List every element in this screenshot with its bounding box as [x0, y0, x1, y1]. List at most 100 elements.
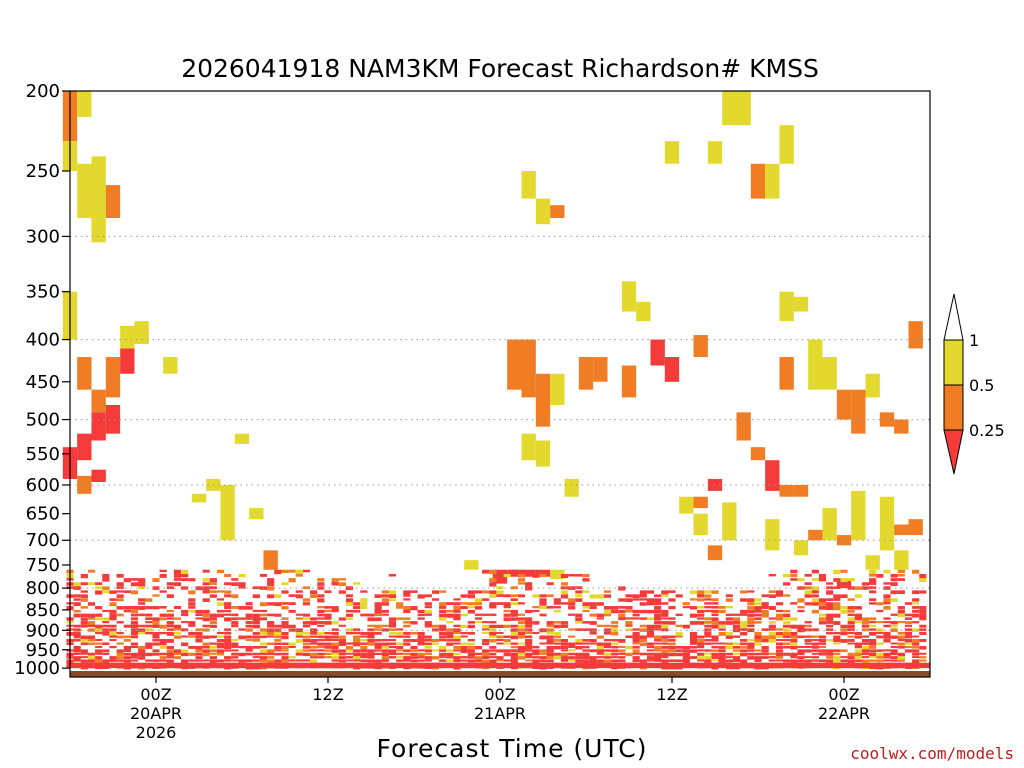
heatmap-cell — [711, 624, 719, 629]
heatmap-cell — [826, 582, 834, 585]
heatmap-cell — [195, 639, 203, 643]
heatmap-cell — [589, 602, 597, 606]
heatmap-cell — [704, 594, 712, 598]
y-tick-label-700: 700 — [26, 530, 60, 551]
heatmap-cell — [883, 598, 891, 603]
heatmap-cell — [811, 652, 819, 655]
heatmap-cell — [109, 628, 117, 632]
heatmap-cell — [747, 590, 755, 593]
heatmap-cell — [851, 490, 866, 541]
heatmap-cell — [783, 582, 791, 586]
heatmap-cell — [109, 645, 117, 649]
heatmap-cell — [517, 578, 526, 582]
heatmap-cell — [847, 631, 855, 635]
heatmap-cell — [80, 652, 88, 655]
heatmap-cell — [245, 624, 253, 628]
heatmap-cell — [188, 598, 196, 602]
heatmap-cell — [281, 569, 289, 573]
heatmap-cell — [775, 602, 784, 606]
heatmap-cell — [718, 624, 726, 628]
heatmap-cell — [919, 659, 927, 662]
heatmap-cell — [288, 645, 296, 648]
heatmap-cell — [424, 656, 432, 660]
heatmap-cell — [446, 631, 454, 636]
heatmap-cell — [310, 594, 318, 598]
heatmap-cell — [553, 652, 561, 656]
heatmap-cell — [159, 590, 167, 593]
heatmap-cell — [317, 631, 325, 635]
heatmap-cell — [73, 598, 81, 601]
heatmap-cell — [360, 598, 368, 603]
heatmap-cell — [603, 594, 612, 598]
heatmap-cell — [231, 642, 239, 647]
heatmap-cell — [912, 659, 920, 663]
heatmap-cell — [611, 652, 619, 656]
heatmap-cell — [231, 645, 239, 648]
heatmap-cell — [216, 635, 225, 638]
heatmap-cell — [403, 598, 411, 601]
heatmap-cell — [826, 659, 834, 663]
heatmap-cell — [768, 617, 776, 620]
heatmap-cell — [783, 624, 791, 628]
heatmap-cell — [854, 617, 862, 621]
heatmap-cell — [95, 606, 103, 610]
heatmap-cell — [754, 659, 762, 662]
heatmap-cell — [854, 621, 862, 624]
heatmap-cell — [138, 656, 146, 660]
heatmap-cell — [446, 613, 454, 618]
heatmap-cell — [109, 624, 117, 628]
heatmap-cell — [295, 590, 303, 593]
heatmap-cell — [646, 659, 655, 662]
plot-area — [62, 90, 931, 678]
heatmap-cell — [410, 631, 418, 635]
heatmap-cell — [525, 609, 533, 614]
heatmap-cell — [722, 502, 737, 541]
heatmap-cell — [360, 602, 368, 607]
heatmap-cell — [754, 639, 762, 643]
heatmap-cell — [550, 569, 565, 580]
heatmap-cell — [310, 628, 318, 633]
heatmap-cell — [826, 656, 834, 659]
heatmap-cell — [388, 642, 397, 646]
heatmap-cell — [439, 649, 447, 652]
heatmap-cell — [890, 652, 898, 656]
heatmap-cell — [611, 606, 619, 610]
heatmap-cell — [166, 631, 174, 636]
heatmap-cell — [324, 635, 332, 639]
heatmap-cell — [593, 357, 608, 382]
heatmap-cell — [188, 602, 196, 606]
heatmap-cell — [367, 624, 375, 627]
heatmap-cell — [697, 635, 705, 639]
heatmap-cell — [507, 569, 522, 577]
heatmap-cell — [274, 628, 282, 632]
heatmap-cell — [704, 602, 712, 605]
heatmap-cell — [560, 590, 569, 594]
heatmap-cell — [77, 357, 92, 390]
heatmap-cell — [818, 573, 827, 579]
heatmap-cell — [474, 590, 483, 594]
heatmap-cell — [152, 639, 160, 642]
heatmap-cell — [847, 652, 855, 657]
heatmap-cell — [166, 617, 174, 620]
heatmap-cell — [453, 639, 461, 642]
heatmap-cell — [231, 649, 239, 652]
heatmap-cell — [252, 635, 260, 639]
heatmap-cell — [467, 606, 475, 609]
heatmap-cell — [474, 656, 483, 660]
heatmap-cell — [689, 639, 698, 643]
heatmap-cell — [360, 645, 368, 650]
heatmap-cell — [496, 578, 504, 582]
heatmap-cell — [166, 652, 174, 656]
heatmap-cell — [564, 478, 579, 497]
heatmap-cell — [539, 602, 547, 606]
heatmap-cell — [761, 656, 769, 659]
heatmap-cell — [467, 649, 475, 653]
heatmap-cell — [345, 598, 354, 603]
heatmap-cell — [811, 569, 819, 574]
heatmap-cell — [883, 649, 891, 652]
heatmap-cell — [575, 617, 583, 622]
heatmap-cell — [152, 617, 160, 622]
heatmap-cell — [374, 642, 382, 647]
heatmap-cell — [725, 621, 733, 625]
heatmap-cell — [120, 348, 135, 374]
